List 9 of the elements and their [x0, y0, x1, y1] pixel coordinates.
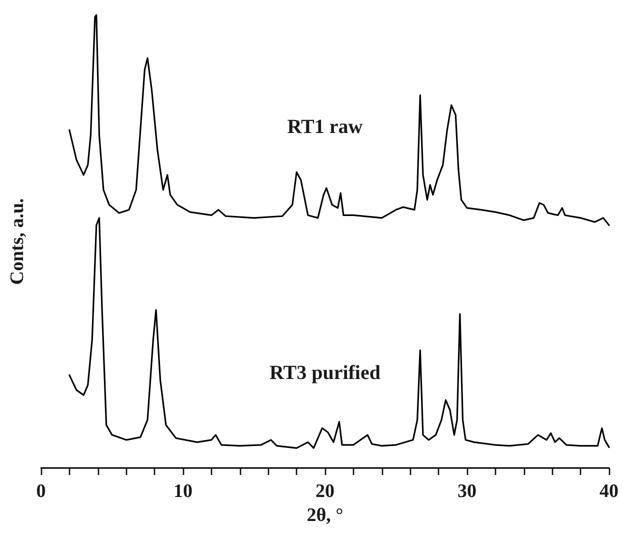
x-tick-label: 0: [36, 481, 46, 502]
x-tick-label: 30: [458, 481, 476, 502]
x-axis-title: 2θ, °: [306, 505, 344, 526]
y-axis-title: Conts, a.u.: [7, 198, 28, 285]
x-tick-label: 40: [600, 481, 618, 502]
x-tick-label: 20: [316, 481, 334, 502]
series-label: RT3 purified: [270, 362, 380, 384]
series-label: RT1 raw: [287, 116, 364, 138]
x-tick-label: 10: [174, 481, 192, 502]
